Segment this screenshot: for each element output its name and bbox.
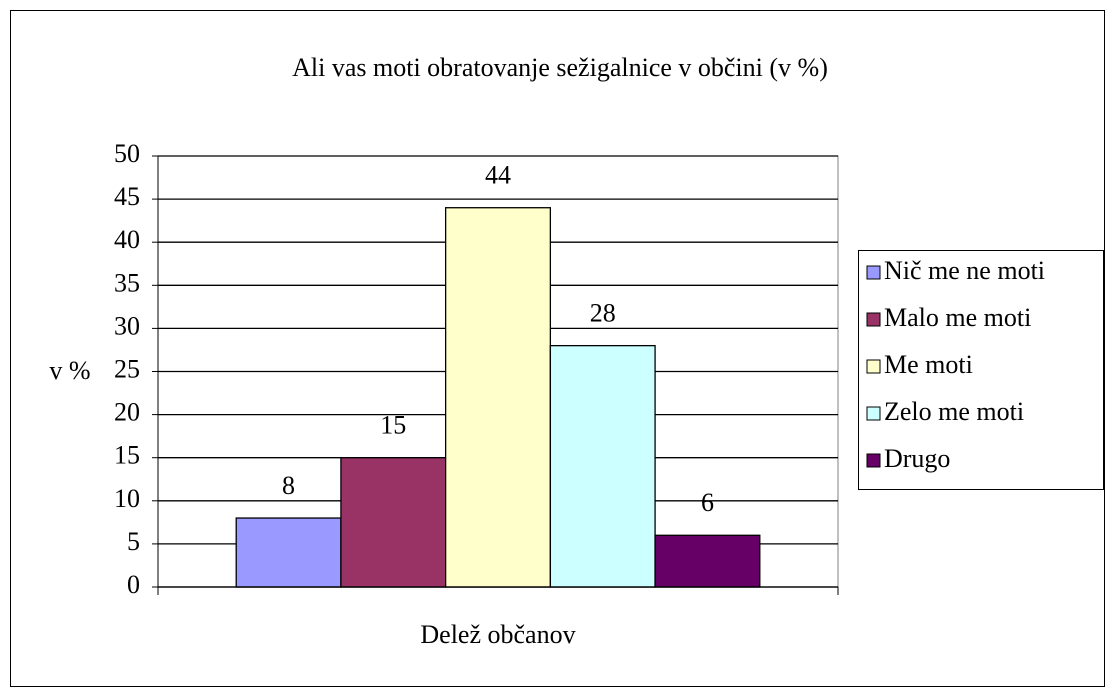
chart-title: Ali vas moti obratovanje sežigalnice v o…: [292, 53, 828, 82]
data-label: 44: [485, 161, 511, 190]
legend-swatch: [866, 265, 881, 280]
data-label: 8: [282, 471, 295, 500]
bar: [235, 517, 342, 588]
y-axis-label: v %: [49, 356, 90, 385]
y-tick-label: 30: [114, 311, 140, 340]
y-tick-label: 15: [114, 441, 140, 470]
legend-label: Me moti: [884, 350, 973, 379]
legend-label: Zelo me moti: [884, 397, 1024, 426]
legend-swatch: [866, 312, 881, 327]
bar: [444, 207, 552, 588]
legend-label: Malo me moti: [884, 303, 1031, 332]
bar: [654, 534, 761, 588]
data-label: 15: [380, 411, 406, 440]
legend-box: [858, 250, 1104, 490]
legend-swatch: [866, 359, 881, 374]
y-tick-label: 25: [114, 354, 140, 383]
legend-swatch: [866, 406, 881, 421]
data-label: 28: [590, 299, 616, 328]
y-tick-label: 20: [114, 398, 140, 427]
y-tick-label: 5: [127, 527, 140, 556]
y-tick-label: 35: [114, 268, 140, 297]
bar: [340, 457, 447, 588]
legend-label: Drugo: [884, 444, 950, 473]
y-tick-label: 40: [114, 225, 140, 254]
y-tick-label: 0: [127, 570, 140, 599]
y-tick-label: 45: [114, 182, 140, 211]
y-tick-label: 10: [114, 484, 140, 513]
x-tick-label: Delež občanov: [420, 620, 575, 649]
legend-swatch: [866, 453, 881, 468]
bar: [549, 344, 656, 588]
y-tick-label: 50: [114, 139, 140, 168]
legend-label: Nič me ne moti: [884, 256, 1045, 285]
data-label: 6: [701, 488, 714, 517]
